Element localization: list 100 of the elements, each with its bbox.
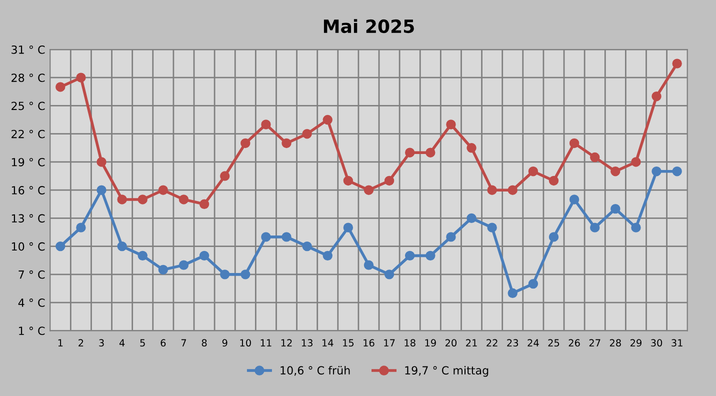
x-tick-label: 16 — [364, 339, 374, 347]
point — [426, 148, 436, 158]
x-tick-label: 22 — [486, 339, 498, 346]
point — [508, 185, 518, 195]
point — [610, 204, 620, 214]
point — [404, 250, 415, 261]
point — [178, 260, 189, 270]
point — [302, 241, 312, 252]
point — [466, 213, 476, 224]
x-tick-label: 6 — [160, 339, 166, 347]
point — [446, 232, 456, 242]
point — [384, 270, 394, 280]
point — [487, 222, 497, 232]
y-tick-label: 1 ° C — [19, 326, 45, 336]
point — [404, 148, 415, 158]
x-tick-label: 3 — [99, 339, 104, 347]
y-tick-label: 4 ° C — [18, 298, 45, 307]
legend-label: 19,7 ° C mittag — [405, 366, 488, 377]
x-tick-label: 21 — [466, 339, 477, 346]
x-tick-label: 5 — [140, 339, 145, 347]
x-tick-label: 14 — [322, 339, 334, 346]
point — [528, 278, 538, 289]
point — [178, 194, 189, 204]
point — [343, 176, 354, 186]
point — [158, 185, 168, 195]
point — [610, 166, 620, 176]
point — [364, 260, 374, 270]
y-tick-label: 13 ° C — [12, 214, 45, 223]
point — [652, 92, 662, 102]
y-tick-label: 22 ° C — [12, 130, 45, 138]
point — [96, 185, 106, 195]
x-tick-label: 23 — [507, 339, 518, 347]
point — [590, 152, 600, 162]
x-tick-label: 18 — [404, 339, 416, 347]
y-tick-label: 25 ° C — [12, 102, 45, 110]
x-tick-label: 29 — [630, 339, 642, 347]
point — [282, 232, 292, 242]
point — [426, 250, 436, 261]
point — [446, 120, 456, 130]
x-tick-label: 24 — [528, 339, 539, 346]
x-tick-label: 2 — [78, 339, 84, 346]
point — [96, 157, 106, 167]
point — [261, 120, 271, 130]
point — [117, 194, 127, 204]
chart-title: Mai 2025 — [324, 19, 414, 34]
y-tick-label: 31 ° C — [12, 45, 45, 54]
point — [199, 199, 210, 209]
point — [76, 222, 86, 232]
point — [590, 222, 600, 232]
point — [117, 241, 127, 252]
point — [466, 143, 476, 153]
x-tick-label: 31 — [672, 339, 682, 347]
point — [343, 222, 354, 232]
point — [672, 166, 682, 176]
x-tick-label: 7 — [181, 339, 186, 346]
point — [220, 270, 230, 280]
point — [282, 138, 292, 148]
x-tick-label: 17 — [384, 339, 395, 346]
point — [220, 171, 230, 181]
y-tick-label: 28 ° C — [12, 74, 45, 82]
x-tick-label: 20 — [445, 339, 457, 347]
point — [487, 185, 497, 195]
point — [569, 138, 580, 148]
point — [631, 157, 641, 167]
point — [364, 185, 374, 195]
x-tick-label: 9 — [222, 339, 228, 347]
x-tick-label: 19 — [425, 339, 436, 347]
point — [652, 166, 662, 176]
x-tick-label: 13 — [302, 339, 312, 347]
point — [56, 241, 66, 252]
x-tick-label: 1 — [58, 339, 63, 346]
y-tick-label: 19 ° C — [12, 158, 45, 166]
y-tick-label: 16 ° C — [12, 186, 45, 194]
point — [302, 128, 312, 139]
point — [384, 176, 394, 186]
point — [261, 232, 271, 242]
point — [76, 72, 86, 82]
point — [322, 114, 332, 125]
point — [158, 264, 168, 275]
x-tick-label: 27 — [589, 339, 600, 346]
point — [138, 194, 148, 204]
point — [569, 194, 580, 204]
x-tick-label: 15 — [343, 339, 354, 347]
point — [240, 138, 250, 148]
x-tick-label: 26 — [568, 339, 580, 347]
point — [240, 270, 250, 280]
x-tick-label: 10 — [240, 339, 251, 347]
point — [199, 250, 210, 261]
x-tick-label: 28 — [610, 339, 621, 347]
y-tick-label: 10 ° C — [12, 242, 45, 251]
point — [508, 288, 518, 298]
x-tick-label: 11 — [260, 339, 272, 346]
point — [528, 166, 538, 176]
x-tick-label: 8 — [202, 339, 207, 347]
x-tick-label: 4 — [119, 339, 125, 346]
x-tick-label: 12 — [281, 339, 292, 346]
legend-label: 10,6 ° C früh — [280, 366, 350, 376]
y-tick-label: 7 ° C — [18, 270, 45, 279]
point — [631, 222, 641, 232]
point — [322, 250, 332, 261]
